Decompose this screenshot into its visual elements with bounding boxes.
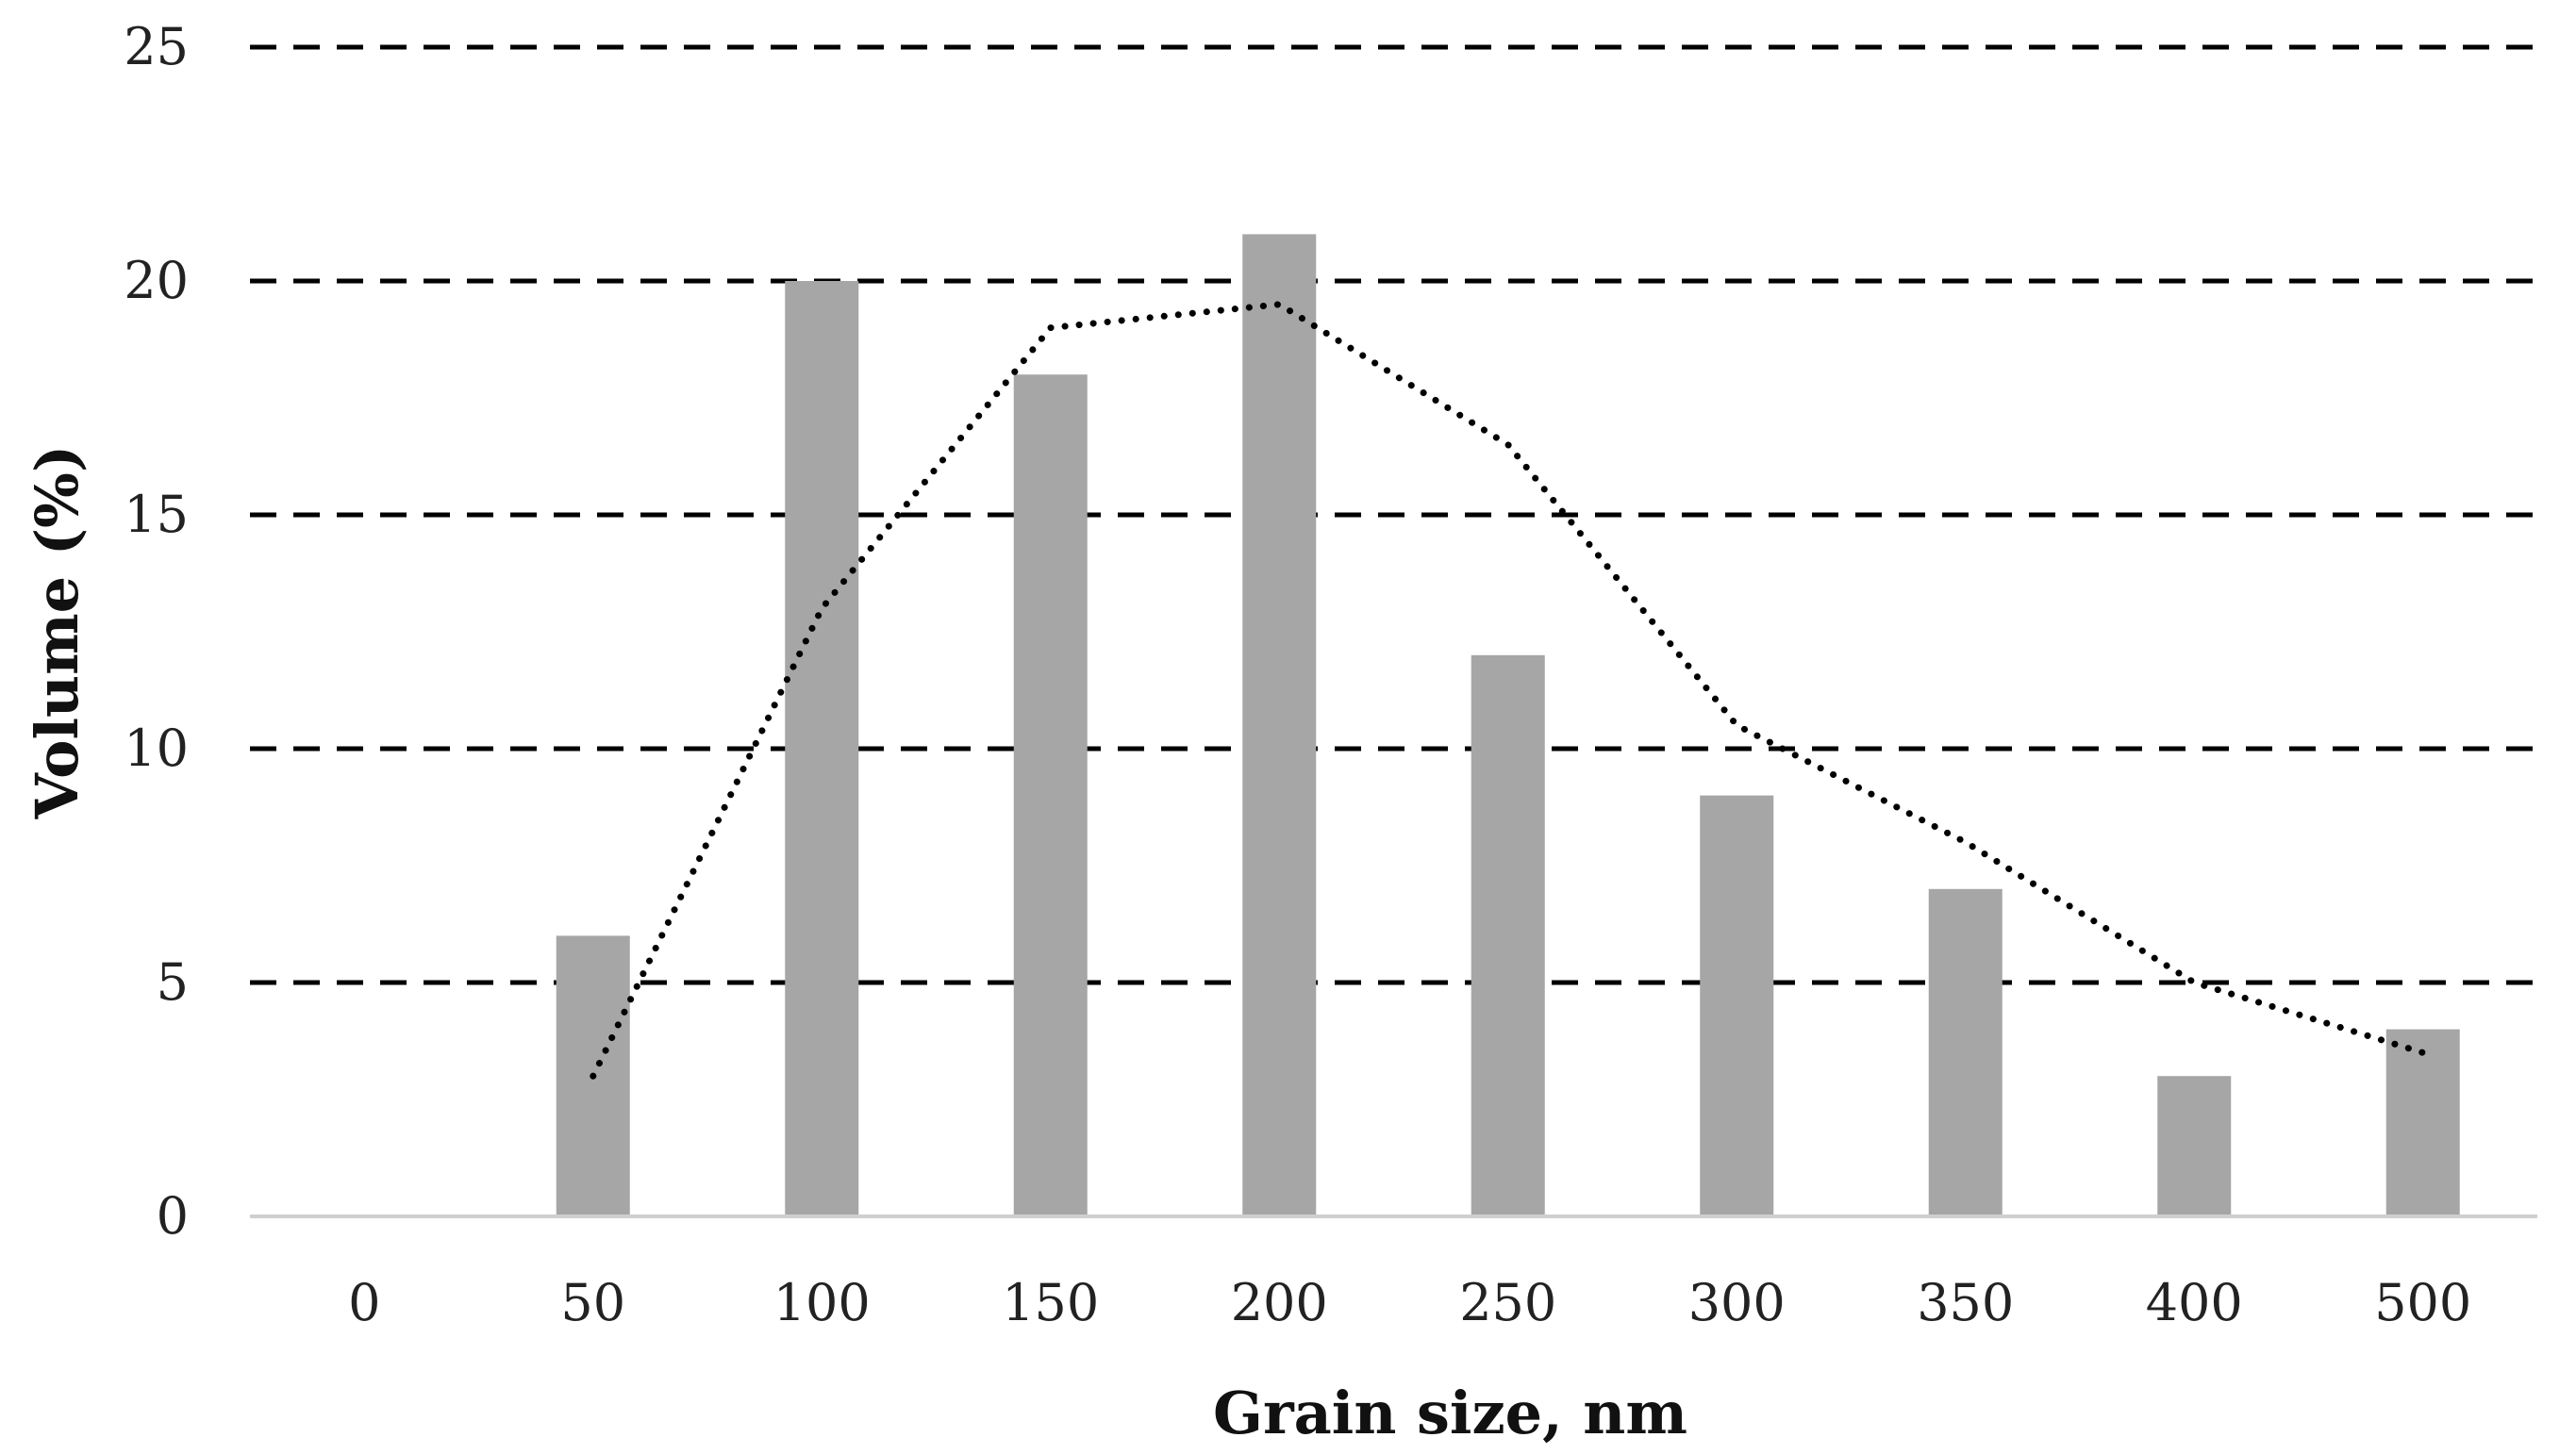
x-tick-label: 350 (1917, 1273, 2014, 1332)
y-tick-label: 0 (157, 1186, 189, 1246)
bar-500 (2385, 1029, 2460, 1216)
x-tick-label: 100 (773, 1273, 871, 1332)
x-tick-label: 0 (348, 1273, 380, 1332)
y-tick-labels: 0 5 10 15 20 25 (124, 17, 189, 1246)
bar-200 (1242, 234, 1317, 1216)
bar-400 (2157, 1076, 2232, 1216)
y-axis-title: Volume (%) (23, 445, 91, 820)
x-tick-label: 250 (1459, 1273, 1556, 1332)
y-tick-label: 20 (124, 251, 189, 310)
y-tick-label: 15 (124, 485, 189, 544)
y-tick-label: 5 (157, 952, 189, 1012)
x-axis-title: Grain size, nm (1213, 1379, 1687, 1447)
bar-series (556, 234, 2460, 1216)
x-tick-label: 50 (560, 1273, 625, 1332)
y-tick-label: 10 (124, 719, 189, 778)
bar-300 (1700, 795, 1774, 1216)
x-tick-label: 150 (1002, 1273, 1099, 1332)
bar-100 (785, 281, 859, 1216)
x-tick-label: 400 (2146, 1273, 2243, 1332)
bar-350 (1928, 888, 2003, 1216)
x-tick-label: 200 (1231, 1273, 1328, 1332)
x-tick-label: 500 (2374, 1273, 2471, 1332)
x-tick-label: 300 (1688, 1273, 1786, 1332)
y-tick-label: 25 (124, 17, 189, 76)
x-tick-labels: 0 50 100 150 200 250 300 350 400 500 (348, 1273, 2471, 1332)
bar-250 (1471, 654, 1545, 1216)
bar-150 (1013, 374, 1088, 1216)
trend-line (590, 301, 2427, 1080)
gridlines (250, 44, 2537, 985)
